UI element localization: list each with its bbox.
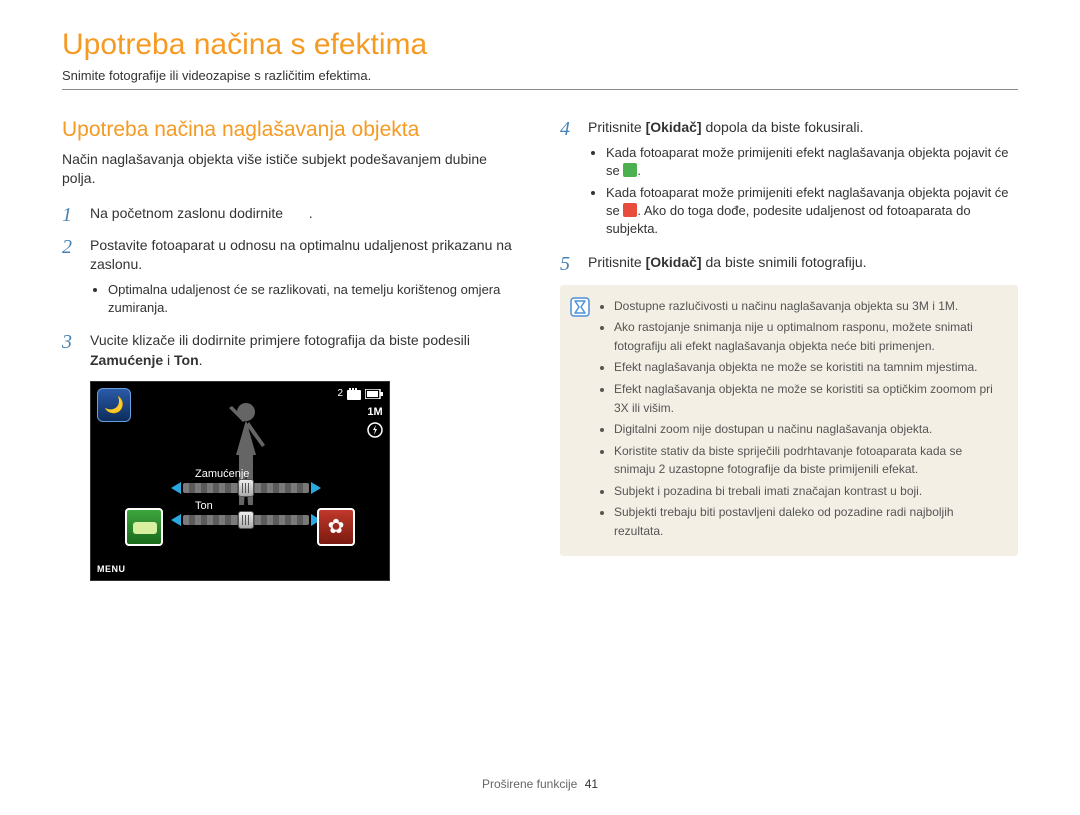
bullet-text: . Ako do toga dođe, podesite udaljenost … xyxy=(606,203,971,236)
mode-icon: 🌙 xyxy=(97,388,131,422)
menu-label[interactable]: MENU xyxy=(97,564,126,574)
step-text: . xyxy=(199,352,203,368)
tone-slider[interactable] xyxy=(171,514,321,526)
bullet-text: Kada fotoaparat može primijeniti efekt n… xyxy=(606,145,1009,178)
note-icon xyxy=(570,297,590,317)
top-status-icons: 2 xyxy=(337,388,383,400)
step-text: . xyxy=(309,205,313,221)
footer-page-number: 41 xyxy=(585,777,598,791)
step-body: Vucite klizače ili dodirnite primjere fo… xyxy=(90,331,520,370)
size-label: 1M xyxy=(367,406,382,418)
step-number: 4 xyxy=(560,118,578,243)
left-column: Upotreba načina naglašavanja objekta Nač… xyxy=(62,118,520,581)
slider-track xyxy=(183,515,309,525)
slider-group: Zamućenje Ton xyxy=(171,466,321,532)
step-body: Pritisnite [Okidač] dopola da biste foku… xyxy=(588,118,1018,243)
status-icon-green xyxy=(623,163,637,177)
bold-term: [Okidač] xyxy=(646,254,702,270)
note-item: Dostupne razlučivosti u načinu naglašava… xyxy=(614,297,1004,316)
step-number: 1 xyxy=(62,204,80,226)
step-text: dopola da biste fokusirali. xyxy=(702,119,864,135)
slider-handle[interactable] xyxy=(238,511,254,529)
step-5: 5 Pritisnite [Okidač] da biste snimili f… xyxy=(560,253,1018,275)
slider-label-blur: Zamućenje xyxy=(195,468,321,480)
section-subtitle: Način naglašavanja objekta više ističe s… xyxy=(62,150,520,188)
step-4: 4 Pritisnite [Okidač] dopola da biste fo… xyxy=(560,118,1018,243)
blur-slider[interactable] xyxy=(171,482,321,494)
battery-icon xyxy=(365,389,383,399)
step-text: Vucite klizače ili dodirnite primjere fo… xyxy=(90,332,470,348)
bullet-text: . xyxy=(637,163,641,178)
step-number: 2 xyxy=(62,236,80,322)
note-item: Efekt naglašavanja objekta ne može se ko… xyxy=(614,358,1004,377)
flash-icon xyxy=(367,422,383,438)
note-item: Efekt naglašavanja objekta ne može se ko… xyxy=(614,380,1004,417)
step-body: Pritisnite [Okidač] da biste snimili fot… xyxy=(588,253,1018,275)
bullet-item: Kada fotoaparat može primijeniti efekt n… xyxy=(606,184,1018,239)
step-text: da biste snimili fotografiju. xyxy=(702,254,867,270)
page-title: Upotreba načina s efektima xyxy=(62,28,1018,62)
step-text: i xyxy=(163,352,174,368)
slider-label-tone: Ton xyxy=(195,500,321,512)
step-bullets: Kada fotoaparat može primijeniti efekt n… xyxy=(606,144,1018,239)
step-text: Postavite fotoaparat u odnosu na optimal… xyxy=(90,237,512,273)
step-text: Na početnom zaslonu dodirnite xyxy=(90,205,283,221)
right-column: 4 Pritisnite [Okidač] dopola da biste fo… xyxy=(560,118,1018,581)
step-3: 3 Vucite klizače ili dodirnite primjere … xyxy=(62,331,520,370)
step-text: Pritisnite xyxy=(588,119,646,135)
example-thumb-left[interactable] xyxy=(125,508,163,546)
step-1: 1 Na početnom zaslonu dodirnite . xyxy=(62,204,520,226)
step-body: Na početnom zaslonu dodirnite . xyxy=(90,204,520,226)
arrow-left-icon xyxy=(171,482,181,494)
step-number: 3 xyxy=(62,331,80,370)
content-columns: Upotreba načina naglašavanja objekta Nač… xyxy=(62,118,1018,581)
divider xyxy=(62,89,1018,90)
footer-section: Proširene funkcije xyxy=(482,777,577,791)
note-item: Digitalni zoom nije dostupan u načinu na… xyxy=(614,420,1004,439)
note-item: Subjekti trebaju biti postavljeni daleko… xyxy=(614,503,1004,540)
arrow-right-icon xyxy=(311,482,321,494)
status-icon-red xyxy=(623,203,637,217)
note-list: Dostupne razlučivosti u načinu naglašava… xyxy=(614,297,1004,544)
note-item: Koristite stativ da biste spriječili pod… xyxy=(614,442,1004,479)
bullet-item: Kada fotoaparat može primijeniti efekt n… xyxy=(606,144,1018,180)
bullet-item: Optimalna udaljenost će se razlikovati, … xyxy=(108,281,520,317)
memory-icon xyxy=(347,388,361,400)
bold-term: Zamućenje xyxy=(90,352,163,368)
note-box: Dostupne razlučivosti u načinu naglašava… xyxy=(560,285,1018,556)
slider-handle[interactable] xyxy=(238,479,254,497)
note-item: Subjekt i pozadina bi trebali imati znač… xyxy=(614,482,1004,501)
step-text: Pritisnite xyxy=(588,254,646,270)
step-number: 5 xyxy=(560,253,578,275)
bold-term: [Okidač] xyxy=(646,119,702,135)
example-thumb-right[interactable]: ✿ xyxy=(317,508,355,546)
arrow-left-icon xyxy=(171,514,181,526)
count-label: 2 xyxy=(337,388,343,399)
camera-screenshot: 🌙 2 1M Zamućenje xyxy=(90,381,390,581)
page-footer: Proširene funkcije 41 xyxy=(0,777,1080,791)
note-item: Ako rastojanje snimanja nije u optimalno… xyxy=(614,318,1004,355)
section-title: Upotreba načina naglašavanja objekta xyxy=(62,118,520,142)
step-body: Postavite fotoaparat u odnosu na optimal… xyxy=(90,236,520,322)
page-subtitle: Snimite fotografije ili videozapise s ra… xyxy=(62,68,1018,83)
step-2: 2 Postavite fotoaparat u odnosu na optim… xyxy=(62,236,520,322)
step-bullets: Optimalna udaljenost će se razlikovati, … xyxy=(108,281,520,317)
bold-term: Ton xyxy=(174,352,199,368)
right-status-icons: 1M xyxy=(367,406,383,438)
slider-track xyxy=(183,483,309,493)
